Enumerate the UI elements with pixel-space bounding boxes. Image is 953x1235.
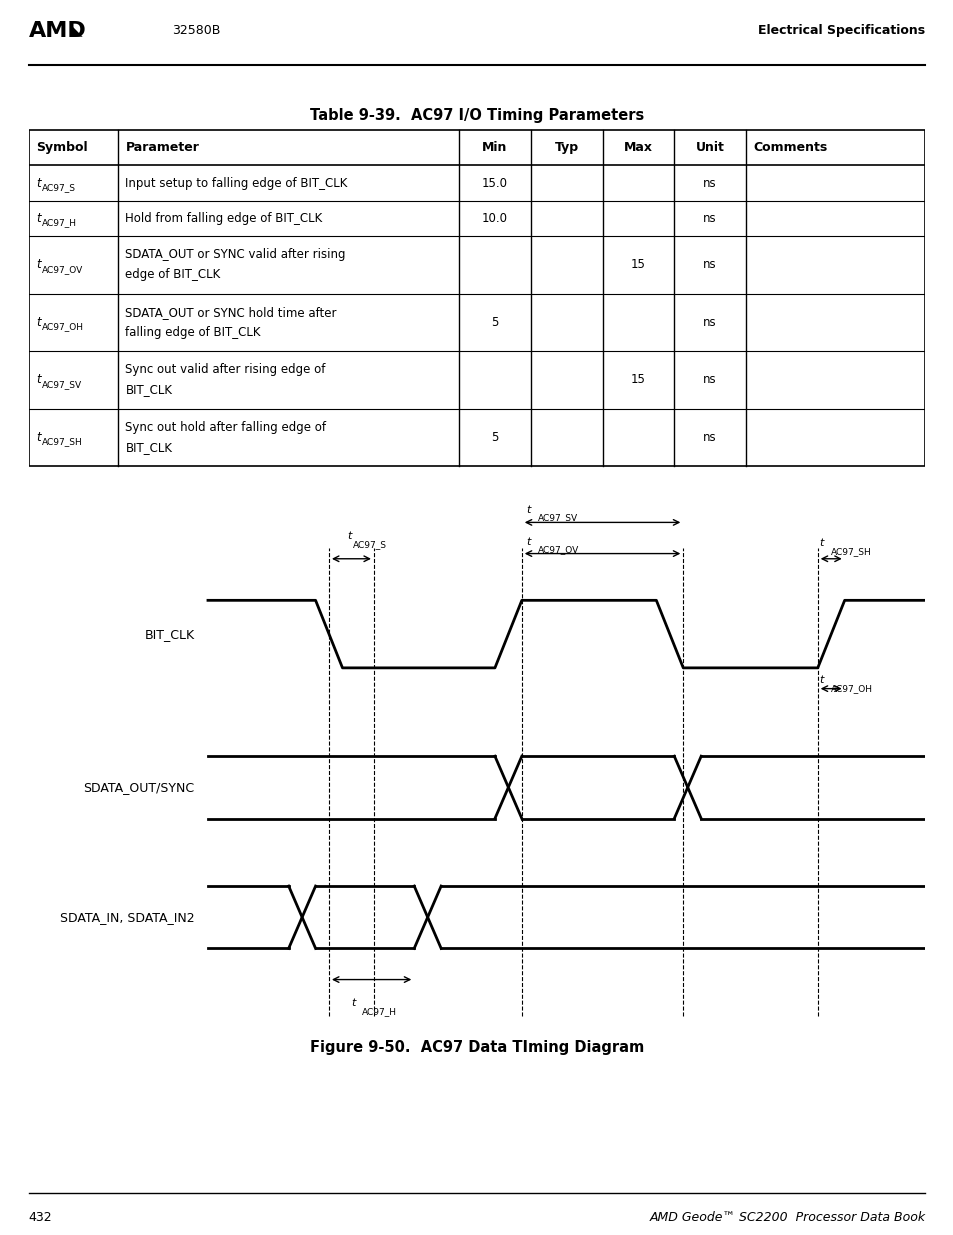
Bar <box>29 130 924 466</box>
Text: 5: 5 <box>491 431 498 443</box>
Text: 15.0: 15.0 <box>481 177 507 189</box>
Text: Comments: Comments <box>753 141 826 154</box>
Text: AC97_SH: AC97_SH <box>42 437 83 446</box>
Text: 5: 5 <box>491 316 498 329</box>
Text: Min: Min <box>482 141 507 154</box>
Text: AC97_H: AC97_H <box>362 1007 396 1016</box>
Text: AC97_SV: AC97_SV <box>42 379 82 389</box>
Text: t: t <box>526 537 530 547</box>
Text: Table 9-39.  AC97 I/O Timing Parameters: Table 9-39. AC97 I/O Timing Parameters <box>310 107 643 124</box>
Text: AC97_OH: AC97_OH <box>42 322 84 331</box>
Text: SDATA_OUT or SYNC hold time after: SDATA_OUT or SYNC hold time after <box>126 306 336 319</box>
Text: ns: ns <box>702 373 717 387</box>
Text: AC97_OV: AC97_OV <box>42 264 83 274</box>
Text: edge of BIT_CLK: edge of BIT_CLK <box>126 268 220 282</box>
Text: Unit: Unit <box>695 141 724 154</box>
Text: BIT_CLK: BIT_CLK <box>144 627 194 641</box>
Text: Input setup to falling edge of BIT_CLK: Input setup to falling edge of BIT_CLK <box>126 177 348 189</box>
Text: Typ: Typ <box>554 141 578 154</box>
Text: ns: ns <box>702 258 717 272</box>
Text: falling edge of BIT_CLK: falling edge of BIT_CLK <box>126 326 261 338</box>
Text: t: t <box>36 258 40 272</box>
Text: BIT_CLK: BIT_CLK <box>126 441 172 453</box>
Text: AC97_OH: AC97_OH <box>830 684 872 693</box>
Text: Hold from falling edge of BIT_CLK: Hold from falling edge of BIT_CLK <box>126 212 322 225</box>
Text: ◣: ◣ <box>71 23 82 37</box>
Text: SDATA_IN, SDATA_IN2: SDATA_IN, SDATA_IN2 <box>60 910 194 924</box>
Text: Sync out valid after rising edge of: Sync out valid after rising edge of <box>126 363 326 377</box>
Text: t: t <box>819 676 823 685</box>
Text: 15: 15 <box>630 373 645 387</box>
Text: SDATA_OUT/SYNC: SDATA_OUT/SYNC <box>83 781 194 794</box>
Text: 10.0: 10.0 <box>481 212 507 225</box>
Text: 432: 432 <box>29 1212 52 1224</box>
Text: ns: ns <box>702 177 717 189</box>
Text: t: t <box>526 505 530 515</box>
Text: t: t <box>36 212 40 225</box>
Text: ns: ns <box>702 212 717 225</box>
Text: AMD Geode™ SC2200  Processor Data Book: AMD Geode™ SC2200 Processor Data Book <box>649 1212 924 1224</box>
Text: 32580B: 32580B <box>172 23 220 37</box>
Text: 15: 15 <box>630 258 645 272</box>
Text: ns: ns <box>702 431 717 443</box>
Text: t: t <box>347 531 351 541</box>
Text: ns: ns <box>702 316 717 329</box>
Text: t: t <box>36 177 40 189</box>
Text: AC97_H: AC97_H <box>42 219 77 227</box>
Text: Electrical Specifications: Electrical Specifications <box>758 23 924 37</box>
Text: Figure 9-50.  AC97 Data TIming Diagram: Figure 9-50. AC97 Data TIming Diagram <box>310 1040 643 1055</box>
Text: t: t <box>36 316 40 329</box>
Text: t: t <box>36 431 40 443</box>
Text: t: t <box>351 998 355 1008</box>
Text: AC97_SV: AC97_SV <box>537 514 578 522</box>
Text: Max: Max <box>623 141 652 154</box>
Text: AC97_S: AC97_S <box>42 183 76 191</box>
Text: AC97_SH: AC97_SH <box>830 547 871 556</box>
Text: t: t <box>36 373 40 387</box>
Text: AMD: AMD <box>29 21 87 41</box>
Text: AC97_OV: AC97_OV <box>537 546 578 555</box>
Text: t: t <box>819 538 823 548</box>
Text: AC97_S: AC97_S <box>353 541 387 550</box>
Text: Symbol: Symbol <box>36 141 88 154</box>
Text: Sync out hold after falling edge of: Sync out hold after falling edge of <box>126 421 326 433</box>
Text: BIT_CLK: BIT_CLK <box>126 383 172 396</box>
Text: Parameter: Parameter <box>126 141 199 154</box>
Text: SDATA_OUT or SYNC valid after rising: SDATA_OUT or SYNC valid after rising <box>126 248 346 262</box>
